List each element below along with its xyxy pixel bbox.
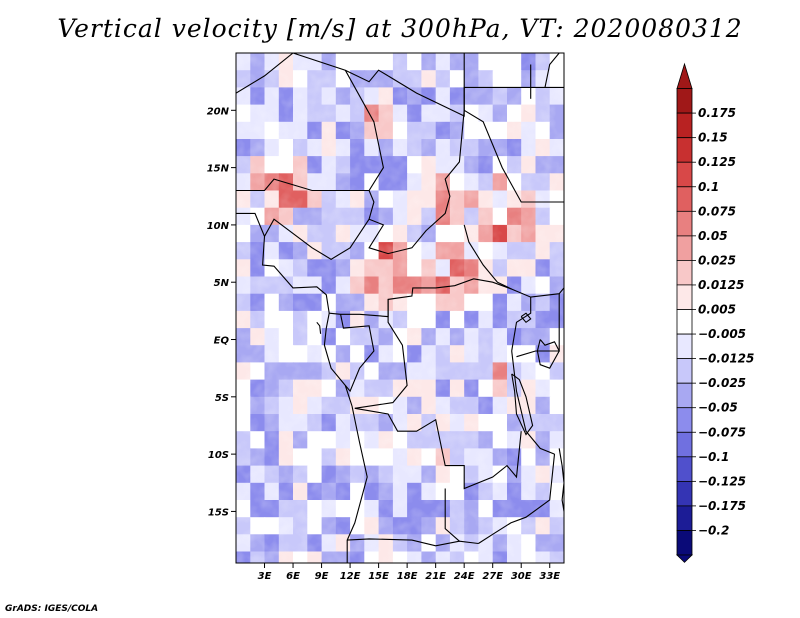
colorbar-swatch	[676, 505, 693, 531]
border-line	[478, 454, 556, 544]
border-line	[558, 448, 564, 512]
colorbar: 0.175 0.15 0.125 0.1 0.075 0.05 0.025 0.0125 0.0…	[676, 62, 754, 563]
border-line	[511, 350, 555, 455]
colorbar-label: −0.0125	[698, 352, 754, 366]
colorbar-swatch	[676, 210, 693, 237]
colorbar-swatch	[676, 382, 693, 409]
border-line	[323, 328, 353, 407]
border-line	[463, 224, 512, 290]
border-line	[511, 373, 534, 436]
border-line	[329, 278, 564, 318]
colorbar-swatch	[676, 456, 693, 482]
y-tick-label: EQ	[214, 336, 230, 347]
colorbar-label: −0.05	[698, 401, 738, 415]
border-line	[236, 178, 370, 192]
border-line	[346, 405, 368, 563]
colorbar-label: 0.15	[698, 131, 728, 145]
y-tick-label: 15S	[208, 507, 229, 518]
colorbar-swatch	[676, 284, 693, 310]
plot-area	[235, 52, 565, 564]
border-line	[236, 212, 330, 329]
border-line	[511, 297, 532, 352]
colorbar-swatch	[676, 235, 693, 261]
colorbar-swatch	[676, 88, 693, 114]
colorbar-swatch	[676, 137, 693, 163]
border-line	[544, 53, 560, 88]
x-tick-label: 21E	[425, 571, 446, 582]
colorbar-label: −0.1	[698, 450, 729, 464]
colorbar-label: 0.1	[698, 180, 719, 194]
border-line	[463, 109, 564, 203]
x-tick-label: 33E	[539, 571, 560, 582]
x-tick-label: 15E	[368, 571, 389, 582]
colorbar-label: −0.125	[698, 474, 746, 488]
colorbar-max-arrow	[676, 62, 693, 89]
colorbar-label: 0.075	[698, 204, 736, 218]
border-line	[354, 407, 522, 490]
colorbar-swatch	[676, 530, 693, 556]
x-tick-label: 24E	[454, 571, 475, 582]
y-tick-label: 15N	[207, 164, 230, 175]
border-line	[536, 339, 560, 369]
colorbar-min-arrow	[676, 554, 693, 563]
border-line	[344, 69, 465, 255]
colorbar-label: 0.025	[698, 253, 736, 267]
colorbar-swatch	[676, 431, 693, 458]
colorbar-swatch	[676, 358, 693, 384]
colorbar-swatch	[676, 480, 693, 507]
x-tick-label: 12E	[340, 571, 361, 582]
border-line	[316, 321, 322, 334]
country-borders	[236, 53, 564, 563]
border-line	[347, 538, 479, 547]
colorbar-label: −0.005	[698, 327, 746, 341]
colorbar-swatch	[676, 161, 693, 188]
y-axis: 20N 15N 10N 5N EQ 5S 10S 15S	[207, 106, 236, 518]
y-tick-label: 10S	[208, 450, 229, 461]
x-axis: 3E 6E 9E 12E 15E 18E 21E 24E 27E 30E 33E	[258, 563, 560, 582]
colorbar-label: 0.05	[698, 229, 728, 243]
colorbar-label: −0.025	[698, 376, 746, 390]
colorbar-label: 0.0125	[698, 278, 744, 292]
x-tick-label: 9E	[315, 571, 329, 582]
colorbar-label: −0.075	[698, 425, 746, 439]
field-texture	[236, 53, 564, 563]
border-line	[340, 314, 375, 393]
y-tick-label: 20N	[207, 106, 230, 117]
y-tick-label: 5S	[215, 393, 229, 404]
border-line	[444, 488, 460, 542]
colorbar-swatch	[676, 333, 693, 360]
border-line	[264, 218, 370, 260]
y-tick-label: 10N	[207, 221, 230, 232]
x-tick-label: 18E	[397, 571, 418, 582]
y-tick-label: 5N	[214, 278, 230, 289]
x-tick-label: 6E	[286, 571, 300, 582]
x-tick-label: 30E	[511, 571, 532, 582]
colorbar-swatch	[676, 112, 693, 139]
colorbar-label: −0.2	[698, 523, 729, 537]
colorbar-swatch	[676, 407, 693, 433]
colorbar-label: 0.005	[698, 303, 736, 317]
border-line	[520, 312, 532, 324]
colorbar-swatch	[676, 259, 693, 286]
chart-title: Vertical velocity [m/s] at 300hPa, VT: 2…	[57, 14, 743, 43]
colorbar-label: 0.175	[698, 106, 736, 120]
colorbar-swatch	[676, 186, 693, 212]
x-tick-label: 3E	[258, 571, 272, 582]
colorbar-label: 0.125	[698, 155, 736, 169]
colorbar-swatch	[676, 309, 693, 335]
x-tick-label: 27E	[482, 571, 503, 582]
colorbar-label: −0.175	[698, 499, 746, 513]
border-line	[354, 299, 408, 409]
grads-credit: GrADS: IGES/COLA	[5, 604, 99, 614]
plot-frame	[235, 52, 565, 564]
